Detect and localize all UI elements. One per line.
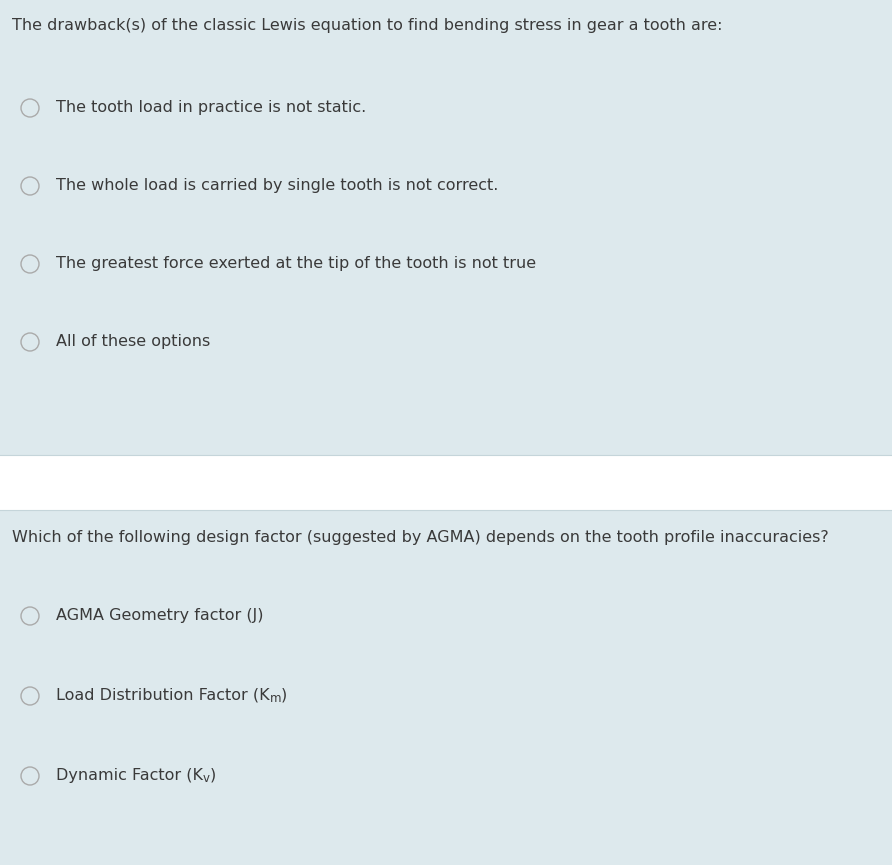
Text: Dynamic Factor (K: Dynamic Factor (K (56, 768, 203, 783)
Text: The tooth load in practice is not static.: The tooth load in practice is not static… (56, 100, 367, 115)
Text: The whole load is carried by single tooth is not correct.: The whole load is carried by single toot… (56, 178, 499, 193)
Text: All of these options: All of these options (56, 334, 211, 349)
Text: ): ) (210, 768, 216, 783)
Text: The greatest force exerted at the tip of the tooth is not true: The greatest force exerted at the tip of… (56, 256, 536, 271)
Bar (0, 455, 892, 510)
Text: v: v (203, 772, 210, 785)
Text: The drawback(s) of the classic Lewis equation to find bending stress in gear a t: The drawback(s) of the classic Lewis equ… (12, 18, 723, 33)
Text: AGMA Geometry factor (J): AGMA Geometry factor (J) (56, 608, 263, 623)
Text: Which of the following design factor (suggested by AGMA) depends on the tooth pr: Which of the following design factor (su… (12, 530, 829, 545)
Text: Load Distribution Factor (K: Load Distribution Factor (K (56, 688, 269, 703)
Text: ): ) (281, 688, 287, 703)
Text: m: m (269, 692, 281, 705)
